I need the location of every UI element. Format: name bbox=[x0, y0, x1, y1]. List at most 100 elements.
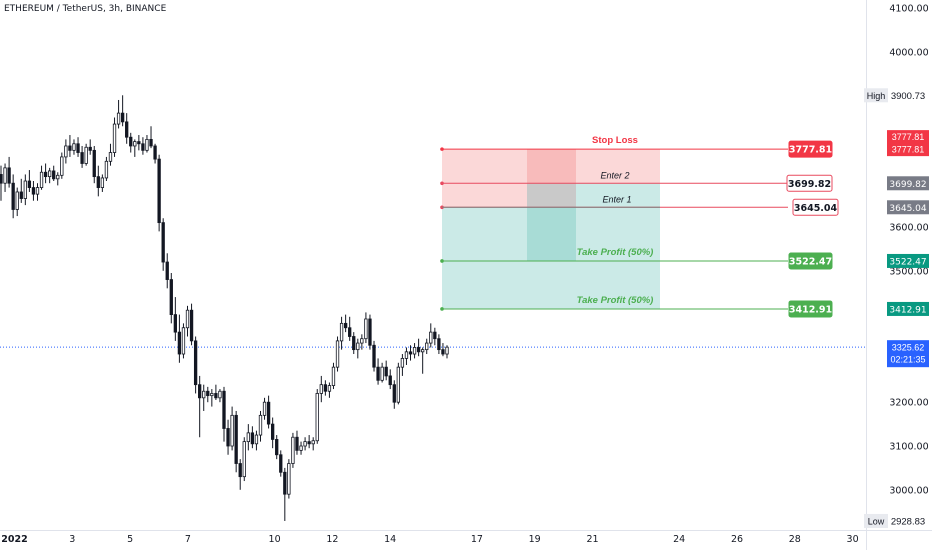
stop-loss-badge: 3777.81 bbox=[789, 145, 832, 156]
candle-body bbox=[181, 327, 186, 355]
candle-body bbox=[76, 143, 80, 153]
candle-body bbox=[343, 322, 348, 329]
take-profit-2-line-dot bbox=[440, 307, 444, 311]
candle-body bbox=[429, 331, 433, 344]
entry-overlap-zone bbox=[527, 183, 576, 208]
candle-body bbox=[169, 279, 173, 315]
stop-loss-label: Stop Loss bbox=[592, 135, 638, 146]
candle-body bbox=[287, 463, 291, 495]
stop-loss-line-dot bbox=[440, 147, 444, 151]
candle-body bbox=[356, 342, 360, 351]
candle-body bbox=[19, 191, 23, 199]
enter-2-line-dot bbox=[440, 181, 444, 186]
candle-body bbox=[364, 318, 368, 340]
candle-body bbox=[372, 344, 376, 368]
y-tick-label: 3600.00 bbox=[889, 223, 928, 234]
candle-body bbox=[279, 454, 283, 473]
candle-body bbox=[157, 158, 161, 224]
candle-body bbox=[31, 187, 36, 195]
candle-body bbox=[68, 145, 72, 151]
candle-body bbox=[246, 432, 250, 443]
y-tick-label: 3500.00 bbox=[889, 266, 928, 277]
candle-body bbox=[141, 143, 145, 151]
candle-body bbox=[189, 309, 194, 342]
axis-enter-1-tag: 3645.04 bbox=[889, 204, 926, 214]
take-profit-2-badge-box bbox=[788, 300, 833, 318]
candle-body bbox=[108, 152, 113, 162]
candle-body bbox=[72, 143, 76, 151]
candle-body bbox=[437, 338, 441, 351]
candle-body bbox=[339, 322, 344, 342]
x-tick-label: 2022 bbox=[1, 534, 27, 545]
candle-body bbox=[262, 401, 267, 416]
candle-body bbox=[96, 176, 100, 188]
risk-zone-lower bbox=[442, 183, 527, 208]
candle-body bbox=[416, 347, 421, 353]
candle-body bbox=[218, 390, 222, 399]
entry-reward-zone bbox=[576, 183, 660, 208]
enter-2-label: Enter 2 bbox=[600, 170, 629, 180]
candle-body bbox=[125, 121, 129, 138]
candle-body bbox=[3, 167, 7, 184]
enter-1-badge: 3645.04 bbox=[794, 203, 838, 214]
candle-body bbox=[319, 384, 323, 394]
candle-body bbox=[202, 390, 206, 399]
candle-body bbox=[198, 384, 202, 399]
x-tick-label: 3 bbox=[69, 534, 75, 545]
last-price-box bbox=[887, 340, 929, 368]
candle-body bbox=[384, 366, 388, 377]
x-tick-label: 19 bbox=[529, 534, 541, 545]
take-profit-1-badge: 3522.47 bbox=[789, 256, 832, 267]
candle-body bbox=[185, 309, 190, 329]
candle-body bbox=[396, 366, 401, 403]
candle-body bbox=[177, 331, 182, 355]
candle-body bbox=[234, 414, 238, 464]
candle-body bbox=[173, 314, 178, 333]
enter-1-label: Enter 1 bbox=[602, 194, 631, 204]
candle-body bbox=[60, 156, 64, 176]
y-tick-label: 3100.00 bbox=[889, 442, 928, 453]
x-tick-label: 10 bbox=[269, 534, 281, 545]
axis-enter-1-tag-box bbox=[887, 200, 929, 215]
candle-body bbox=[161, 222, 165, 263]
candle-body bbox=[408, 351, 413, 355]
x-tick-label: 28 bbox=[789, 534, 801, 545]
candle-body bbox=[0, 174, 3, 184]
x-tick-label: 14 bbox=[384, 534, 396, 545]
enter-2-badge-box bbox=[786, 174, 833, 192]
candle-body bbox=[133, 141, 137, 147]
candle-body bbox=[92, 149, 96, 178]
take-profit-1-label: Take Profit (50%) bbox=[577, 247, 654, 258]
candle-body bbox=[303, 441, 307, 447]
candle-body bbox=[335, 340, 340, 368]
axis-take-profit-1-tag-box bbox=[887, 253, 929, 268]
candle-body bbox=[149, 138, 153, 147]
candle-body bbox=[327, 385, 332, 392]
candle-body bbox=[193, 340, 198, 386]
candle-body bbox=[137, 141, 141, 145]
candle-body bbox=[291, 436, 295, 464]
high-value: 3900.73 bbox=[891, 91, 925, 102]
candle-body bbox=[307, 441, 311, 445]
candle-body bbox=[404, 351, 409, 359]
candle-body bbox=[210, 393, 214, 397]
candle-body bbox=[380, 366, 384, 381]
candle-body bbox=[368, 318, 372, 346]
candle-body bbox=[214, 393, 218, 399]
low-label-box bbox=[864, 513, 888, 528]
take-profit-2-badge: 3412.91 bbox=[789, 304, 832, 315]
take-profit-1-line-dot bbox=[440, 259, 444, 263]
candle-body bbox=[275, 439, 279, 456]
candle-body bbox=[360, 338, 364, 344]
candle-body bbox=[425, 342, 429, 351]
candle-body bbox=[270, 423, 275, 440]
candle-body bbox=[311, 440, 315, 445]
candle-body bbox=[23, 180, 27, 199]
high-label: High bbox=[867, 91, 886, 101]
candle-body bbox=[104, 160, 109, 179]
candle-body bbox=[226, 428, 230, 447]
candle-body bbox=[299, 445, 303, 451]
candle-body bbox=[35, 187, 40, 195]
axis-enter-2-tag-box bbox=[887, 176, 929, 191]
